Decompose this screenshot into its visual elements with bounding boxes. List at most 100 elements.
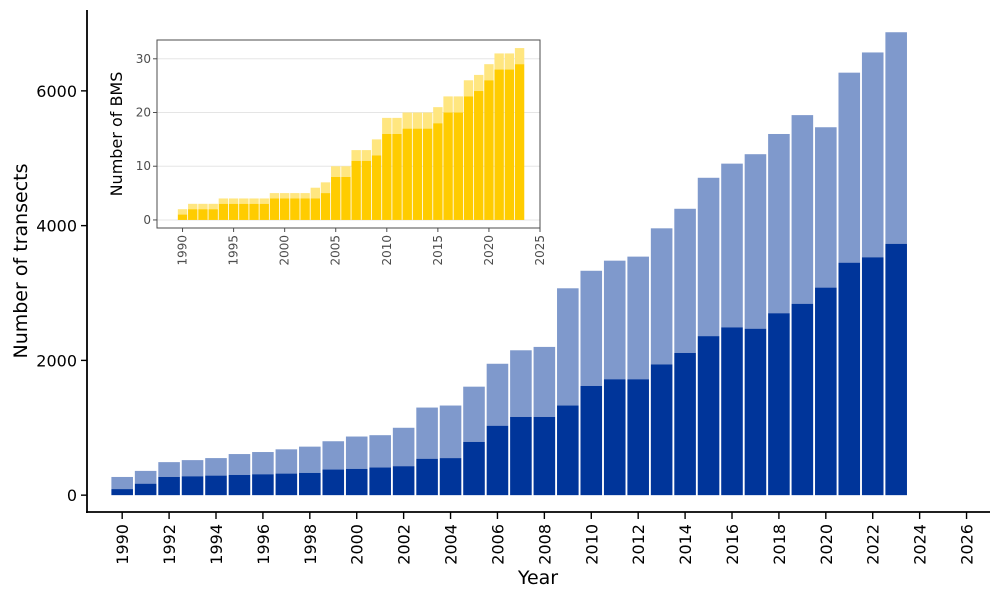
inset-bar-lower-2009 [371,155,382,220]
main-bar-upper-2023 [885,32,907,244]
inset-bar-upper-2023 [514,48,525,65]
inset-bar-lower-2022 [504,69,515,220]
inset-bar-lower-2014 [422,128,433,220]
main-x-tick-label-2006: 2006 [488,524,507,565]
main-y-axis-title: Number of transects [10,163,32,358]
main-bar-lower-2014 [674,352,696,496]
inset-x-tick-label-2025: 2025 [533,235,547,266]
main-bar-lower-1995 [228,474,251,496]
main-bar-lower-2008 [533,416,556,496]
main-x-tick-label-1994: 1994 [207,524,226,565]
inset-bar-upper-2022 [504,53,515,70]
inset-bar-lower-2012 [402,128,412,220]
inset-bar-upper-1991 [188,203,198,210]
main-bar-lower-2013 [650,364,673,496]
main-x-tick-label-2010: 2010 [582,524,601,565]
main-bar-upper-2015 [697,177,720,337]
main-bars [111,32,907,496]
main-bar-lower-1996 [252,474,274,496]
main-bar-upper-2004 [439,405,462,459]
main-bar-lower-1998 [299,472,321,496]
inset-bar-lower-2003 [310,198,321,220]
main-bar-upper-1995 [228,454,251,475]
inset-bar-upper-2016 [443,96,453,113]
main-bar-upper-2000 [345,436,368,469]
main-bar-upper-2006 [486,363,509,426]
inset-x-tick-label-2010: 2010 [380,235,394,266]
inset-bar-lower-2000 [279,198,290,220]
inset-bar-upper-2001 [290,193,300,199]
main-bar-upper-1997 [275,449,298,474]
main-y-tick-label-6000: 6000 [36,82,77,101]
inset-bar-upper-1998 [259,198,269,204]
main-x-tick-label-2022: 2022 [864,524,883,565]
main-x-tick-label-2020: 2020 [817,524,836,565]
main-bar-lower-1994 [205,475,227,496]
main-bar-upper-2002 [392,427,415,467]
main-bar-upper-1992 [158,462,180,477]
inset-bar-upper-2021 [494,53,504,70]
inset-bar-upper-1990 [177,209,188,215]
inset-bar-lower-1997 [249,203,259,220]
inset-bar-lower-2016 [443,112,453,220]
inset-bar-upper-2014 [422,112,433,129]
inset-bar-upper-2017 [453,96,463,113]
main-bar-lower-2011 [603,379,626,496]
inset-y-tick-label-0: 0 [143,213,151,227]
inset-bar-lower-2021 [494,69,504,220]
inset-bar-lower-1996 [239,203,249,220]
main-x-tick-label-2008: 2008 [535,524,554,565]
inset-x-tick-label-1995: 1995 [227,235,241,266]
main-bar-upper-2009 [557,288,579,406]
main-bar-upper-2003 [416,407,438,459]
main-x-tick-label-2024: 2024 [911,524,930,565]
main-bar-upper-1991 [134,470,157,484]
main-bar-lower-1993 [181,476,204,496]
main-bar-lower-2015 [697,336,720,496]
main-x-ticks: 1990 1992 1994 1996 1998 2000 2002 2004 2006 2008… [113,512,977,565]
main-bar-lower-2020 [815,287,837,496]
main-bar-upper-2014 [674,208,696,353]
inset-x-tick-label-2000: 2000 [278,235,292,266]
main-bar-lower-1990 [111,489,133,496]
main-bar-lower-2016 [721,327,743,496]
inset-bar-lower-2019 [474,91,484,220]
main-y-tick-label-4000: 4000 [36,217,77,236]
main-bar-upper-2001 [369,435,391,468]
main-bar-lower-2019 [791,303,814,496]
main-x-tick-label-1992: 1992 [160,524,179,565]
main-bar-lower-2010 [580,385,603,496]
inset-bar-lower-2002 [300,198,310,220]
main-bar-upper-1996 [252,452,274,475]
main-bar-lower-2004 [439,458,462,496]
inset-y-axis-title: Number of BMS [107,72,126,197]
main-x-axis-title: Year [517,567,558,589]
main-bar-upper-2020 [815,127,837,288]
main-bar-lower-2000 [345,468,368,496]
inset-bar-upper-1996 [239,198,249,204]
inset-bar-upper-2018 [463,80,474,97]
main-x-tick-label-2004: 2004 [442,524,461,565]
main-bar-lower-2002 [392,466,415,496]
main-x-tick-label-2014: 2014 [676,524,695,565]
inset-bar-lower-1999 [269,198,280,220]
inset-bar-lower-2015 [433,123,443,220]
inset-bar-upper-2005 [331,166,341,177]
inset-bar-lower-2005 [331,176,341,220]
main-bar-lower-2018 [768,313,790,496]
inset-x-tick-label-2005: 2005 [329,235,343,266]
inset-bar-lower-2018 [463,96,474,220]
inset-x-tick-label-1990: 1990 [176,235,190,266]
inset-bar-lower-1998 [259,203,269,220]
main-bar-upper-1994 [205,458,227,476]
main-bar-upper-2017 [744,154,767,329]
inset-bar-lower-1995 [228,203,239,220]
inset-bar-lower-2023 [514,64,525,220]
main-y-tick-label-2000: 2000 [36,351,77,370]
inset-bar-upper-1993 [208,203,218,210]
inset-bar-upper-1995 [228,198,239,204]
main-bar-upper-2016 [721,163,743,328]
main-y-tick-label-0: 0 [67,486,77,505]
inset-bar-upper-1994 [218,198,229,204]
inset-y-ticks: 0 10 20 30 [136,52,157,227]
